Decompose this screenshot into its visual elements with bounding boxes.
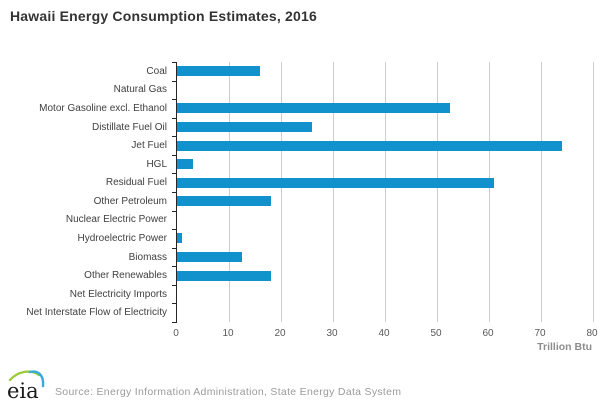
y-axis-tick (172, 303, 177, 304)
category-label-hydroelectric-power: Hydroelectric Power (77, 232, 167, 244)
y-axis-tick (172, 155, 177, 156)
x-tick-label-70: 70 (534, 328, 546, 339)
y-axis-tick (172, 118, 177, 119)
gridline-40 (384, 62, 386, 322)
eia-logo-icon: eia (7, 370, 45, 403)
category-label-other-petroleum: Other Petroleum (93, 195, 167, 207)
y-axis-tick (172, 285, 177, 286)
plot-area (172, 62, 594, 323)
x-tick-label-40: 40 (378, 328, 390, 339)
x-axis-ticks: 0 10 20 30 40 50 60 70 80 (173, 328, 597, 342)
category-label-coal: Coal (146, 65, 167, 77)
y-axis-tick (172, 248, 177, 249)
bar-coal (177, 66, 261, 77)
y-axis-tick (172, 62, 177, 63)
category-label-biomass: Biomass (128, 251, 167, 263)
x-axis-title: Trillion Btu (537, 341, 592, 353)
y-axis-tick (172, 229, 177, 230)
gridline-50 (436, 62, 438, 322)
gridline-60 (488, 62, 490, 322)
category-label-residual-fuel: Residual Fuel (105, 177, 167, 189)
bar-hgl (177, 159, 193, 170)
x-tick-label-0: 0 (173, 328, 179, 339)
bar-other-renewables (177, 270, 271, 281)
chart-title: Hawaii Energy Consumption Estimates, 201… (10, 8, 317, 24)
category-label-other-renewables: Other Renewables (84, 270, 167, 282)
category-label-natural-gas: Natural Gas (113, 84, 167, 96)
gridline-30 (332, 62, 334, 322)
category-label-net-electricity-imports: Net Electricity Imports (69, 288, 167, 300)
y-axis-tick (172, 266, 177, 267)
bar-hydroelectric-power (177, 233, 183, 244)
y-axis-tick (172, 136, 177, 137)
category-label-jet-fuel: Jet Fuel (131, 140, 167, 152)
x-tick-label-20: 20 (274, 328, 286, 339)
category-label-distillate-fuel-oil: Distillate Fuel Oil (91, 121, 167, 133)
gridline-70 (540, 62, 542, 322)
bar-other-petroleum (177, 196, 271, 207)
eia-logo-text: eia (7, 379, 39, 403)
category-label-nuclear-electric-power: Nuclear Electric Power (65, 214, 167, 226)
bar-biomass (177, 252, 242, 262)
y-axis-tick (172, 192, 177, 193)
category-label-motor-gasoline-excl-ethanol: Motor Gasoline excl. Ethanol (39, 102, 167, 114)
y-axis-tick (172, 322, 177, 323)
category-label-hgl: HGL (146, 158, 167, 170)
category-label-net-interstate-flow-of-electricity: Net Interstate Flow of Electricity (26, 307, 167, 319)
y-axis-tick (172, 81, 177, 82)
bar-distillate-fuel-oil (177, 122, 313, 132)
gridline-20 (280, 62, 282, 322)
bar-residual-fuel (177, 177, 495, 188)
y-axis-tick (172, 173, 177, 174)
x-tick-label-80: 80 (586, 328, 598, 339)
source-attribution: Source: Energy Information Administratio… (55, 386, 402, 398)
x-tick-label-50: 50 (430, 328, 442, 339)
bar-jet-fuel (177, 140, 562, 151)
category-labels-column: Coal Natural Gas Motor Gasoline excl. Etha… (0, 62, 172, 322)
y-axis-tick (172, 99, 177, 100)
bar-motor-gasoline-excl-ethanol (177, 103, 450, 114)
gridline-80 (592, 62, 594, 322)
y-axis-tick (172, 211, 177, 212)
gridline-10 (228, 62, 230, 322)
x-tick-label-10: 10 (222, 328, 234, 339)
x-tick-label-30: 30 (326, 328, 338, 339)
x-tick-label-60: 60 (482, 328, 494, 339)
